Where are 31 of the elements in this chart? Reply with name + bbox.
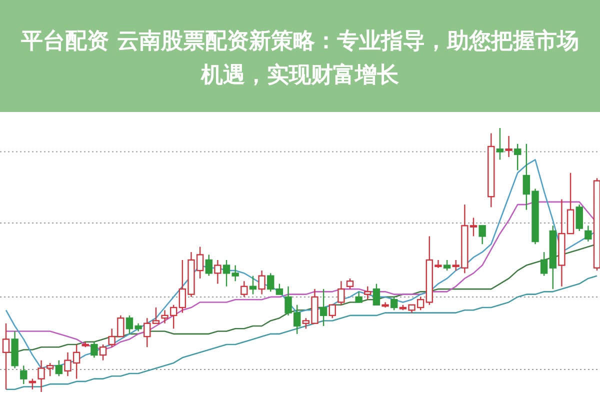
- candlestick: [505, 135, 512, 158]
- candlestick: [514, 143, 522, 171]
- candlestick: [20, 365, 28, 385]
- candlestick: [338, 280, 345, 306]
- candlestick: [258, 270, 266, 295]
- candlestick: [205, 254, 212, 276]
- candlestick: [144, 317, 151, 348]
- candlestick: [540, 251, 548, 276]
- title: 平台配资 云南股票配资新策略：专业指导，助您把握市场机遇，实现财富增长: [21, 29, 579, 88]
- candlestick: [584, 225, 592, 242]
- candlestick: [90, 341, 98, 358]
- candlestick: [152, 306, 160, 324]
- candlestick: [478, 225, 486, 245]
- candlestick: [240, 280, 248, 298]
- candlestick: [2, 322, 10, 390]
- candlestick: [390, 296, 398, 311]
- candlestick: [355, 291, 362, 303]
- candlestick: [320, 288, 328, 327]
- candlestick: [364, 286, 372, 300]
- candlestick: [328, 304, 336, 319]
- candlestick: [496, 127, 504, 160]
- candlestick: [267, 272, 274, 292]
- candlestick: [99, 344, 107, 361]
- candlestick: [346, 278, 354, 290]
- candlestick: [372, 283, 380, 306]
- candlestick: [576, 204, 583, 232]
- candlestick: [55, 360, 63, 377]
- candlestick: [443, 259, 451, 272]
- candlestick: [276, 283, 284, 295]
- candlestick: [214, 259, 222, 284]
- candlestick: [249, 275, 257, 295]
